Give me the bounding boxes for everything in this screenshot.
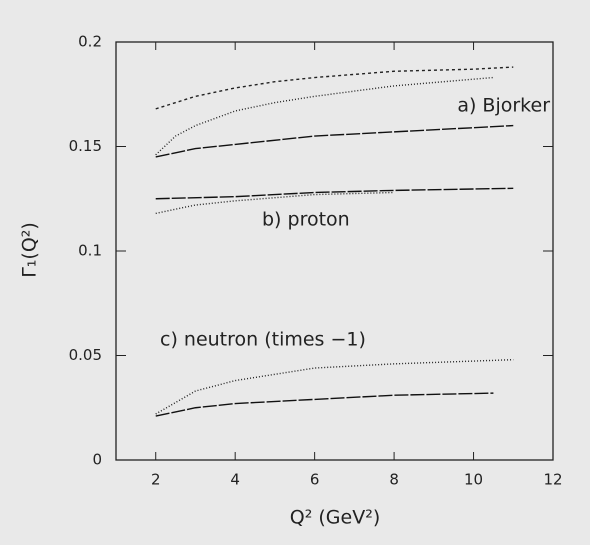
- annotation: a) Bjorker: [457, 95, 550, 117]
- x-tick-label: 12: [543, 471, 562, 489]
- line-series: [155, 392, 494, 417]
- line-series: [155, 191, 395, 215]
- line-series: [155, 124, 514, 158]
- x-tick-label: 8: [389, 471, 399, 489]
- x-axis-label: Q² (GeV²): [290, 507, 380, 529]
- annotation: c) neutron (times −1): [160, 329, 366, 351]
- y-tick-label: 0: [92, 451, 102, 469]
- line-series: [155, 66, 514, 110]
- y-tick-label: 0.2: [78, 33, 102, 51]
- annotation: b) proton: [262, 209, 350, 231]
- x-tick-label: 10: [464, 471, 483, 489]
- x-tick-label: 2: [151, 471, 161, 489]
- y-axis-label: Γ₁(Q²): [19, 222, 41, 278]
- line-series: [155, 187, 514, 200]
- y-tick-label: 0.15: [69, 137, 102, 155]
- x-tick-label: 6: [310, 471, 320, 489]
- y-tick-label: 0.05: [69, 346, 102, 364]
- y-tick-label: 0.1: [78, 242, 102, 260]
- x-tick-label: 4: [230, 471, 240, 489]
